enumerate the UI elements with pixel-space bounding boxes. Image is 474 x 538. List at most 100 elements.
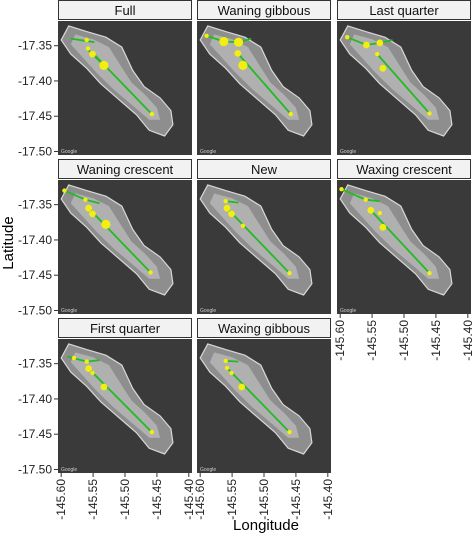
x-tick-label: -145.55: [365, 320, 379, 361]
data-point: [233, 37, 244, 47]
facet-title: Last quarter: [369, 3, 439, 18]
data-point: [223, 199, 228, 204]
data-point: [149, 429, 154, 435]
data-point: [89, 50, 96, 58]
facet-strip: [58, 318, 192, 338]
facet-title: Waxing crescent: [356, 162, 452, 177]
data-point: [83, 197, 88, 202]
facet-title: Waning crescent: [77, 162, 174, 177]
data-point: [345, 35, 350, 40]
map-area: Google: [197, 180, 331, 314]
y-tick-label: -17.45: [18, 109, 52, 123]
data-point: [339, 187, 344, 192]
facet-strip: [197, 0, 331, 20]
data-point: [363, 197, 368, 202]
x-tick-label: -145.60: [333, 320, 347, 361]
y-tick-label: -17.35: [18, 198, 52, 212]
facet-panel: Waning gibbous Google: [197, 0, 331, 155]
x-tick-label: -145.45: [289, 479, 303, 520]
facet-title: New: [251, 162, 278, 177]
map-area: Google: [58, 21, 192, 155]
y-axis-title: Latitude: [0, 216, 17, 269]
facet-strip: [197, 318, 331, 338]
movement-track: [206, 34, 252, 44]
map-area: Google: [58, 339, 192, 473]
x-tick-label: -145.60: [54, 479, 68, 520]
facet-strip: [58, 0, 192, 20]
y-tick-label: -17.40: [18, 233, 52, 247]
y-tick-label: -17.40: [18, 392, 52, 406]
data-point: [204, 33, 209, 38]
facet-panel: Waning crescent Google: [58, 159, 192, 314]
x-tick-label: -145.50: [397, 320, 411, 361]
data-point: [287, 429, 292, 435]
x-tick-label: -145.55: [86, 479, 100, 520]
facet-panel: Waxing crescent Google: [337, 159, 471, 314]
x-tick-label: -145.50: [257, 479, 271, 520]
data-point: [62, 188, 67, 193]
facet-panel: First quarter Google: [58, 318, 192, 473]
facet-strip: [337, 159, 471, 179]
map-credit: Google: [61, 149, 77, 155]
data-point: [427, 270, 432, 276]
map-area: Google: [197, 21, 331, 155]
data-point: [101, 219, 111, 229]
movement-track: [226, 207, 291, 274]
data-point: [288, 111, 293, 117]
data-point: [84, 359, 89, 364]
y-tick-label: -17.45: [18, 427, 52, 441]
data-point: [85, 204, 92, 212]
data-point: [377, 210, 382, 216]
y-tick-label: -17.35: [18, 357, 52, 371]
map-area: Google: [197, 339, 331, 473]
axes-layer: -17.35 -17.40 -17.45 -17.50 -17.35 -17.40 -17.…: [18, 39, 474, 520]
movement-track: [87, 207, 152, 274]
x-axis-title: Longitude: [233, 517, 299, 534]
map-credit: Google: [200, 149, 216, 155]
y-tick-label: -17.50: [18, 462, 52, 476]
map-area: Google: [337, 180, 471, 314]
x-tick-label: -145.45: [150, 479, 164, 520]
data-point: [375, 51, 380, 57]
data-point: [223, 358, 228, 364]
data-point: [376, 39, 384, 47]
data-point: [85, 365, 92, 372]
map-credit: Google: [340, 308, 356, 314]
facet-panel: Full Google: [58, 0, 192, 155]
movement-track: [70, 37, 95, 44]
movement-track: [376, 53, 431, 114]
y-tick-label: -17.50: [18, 144, 52, 158]
map-credit: Google: [61, 308, 77, 314]
data-point: [89, 210, 96, 218]
x-tick-label: -145.50: [118, 479, 132, 520]
data-point: [240, 223, 246, 228]
facet-title: Waning gibbous: [218, 3, 311, 18]
map-area: Google: [337, 21, 471, 155]
x-tick-label: -145.40: [182, 479, 196, 520]
x-tick-label: -145.40: [321, 479, 335, 520]
facet-panel: New Google: [197, 159, 331, 314]
facet-title: Waxing gibbous: [218, 321, 311, 336]
data-point: [148, 270, 153, 275]
x-tick-label: -145.60: [193, 479, 207, 520]
data-point: [238, 383, 246, 391]
data-point: [224, 365, 230, 371]
map-area: Google: [58, 180, 192, 314]
data-point: [85, 46, 91, 51]
map-credit: Google: [200, 467, 216, 473]
data-point: [219, 36, 229, 47]
map-credit: Google: [61, 467, 77, 473]
data-point: [427, 111, 432, 116]
data-point: [100, 383, 108, 391]
facet-title: First quarter: [90, 321, 161, 336]
x-tick-label: -145.40: [461, 320, 474, 361]
x-tick-label: -145.55: [225, 479, 239, 520]
movement-track: [226, 367, 291, 433]
data-point: [71, 355, 77, 361]
facet-strip: [337, 0, 471, 20]
data-point: [238, 60, 248, 70]
facet-panel: Last quarter Google: [337, 0, 471, 155]
data-point: [379, 223, 387, 231]
